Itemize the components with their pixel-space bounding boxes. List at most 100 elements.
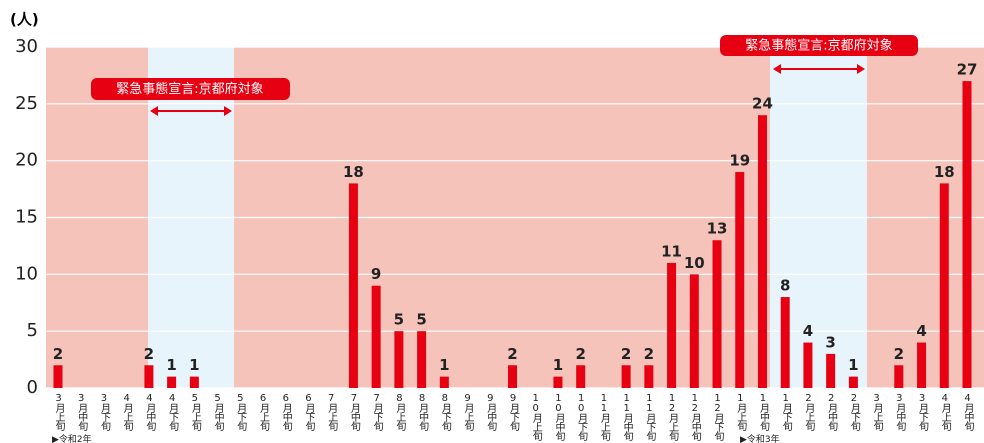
x-tick-label: 10月上旬 — [530, 393, 542, 440]
bar — [371, 285, 381, 388]
bar — [144, 365, 154, 388]
value-label: 2 — [507, 345, 517, 363]
value-label: 2 — [53, 345, 63, 363]
value-label: 8 — [780, 277, 790, 295]
x-tick-label: 10月中旬 — [552, 393, 564, 440]
x-tick-label: 8月上旬 — [393, 393, 405, 430]
value-label: 2 — [621, 345, 631, 363]
bar — [757, 115, 767, 388]
bar — [394, 331, 404, 388]
era-label: ▶令和3年 — [740, 435, 780, 443]
bar — [53, 365, 63, 388]
bar — [167, 376, 177, 388]
bar — [735, 172, 745, 388]
x-tick-label: 3月中旬 — [75, 393, 87, 430]
y-tick-label: 10 — [15, 263, 38, 284]
x-tick-label: 11月上旬 — [598, 393, 610, 440]
value-label: 4 — [803, 322, 813, 340]
value-label: 2 — [575, 345, 585, 363]
bar — [621, 365, 631, 388]
value-label: 10 — [684, 254, 705, 272]
bar — [939, 183, 949, 388]
value-label: 2 — [894, 345, 904, 363]
x-tick-label: 5月上旬 — [189, 393, 201, 430]
x-tick-label: 11月下旬 — [643, 393, 655, 440]
annotation-box — [91, 78, 290, 100]
bar — [439, 376, 449, 388]
x-tick-label: 3月中旬 — [893, 393, 905, 430]
x-tick-label: 5月下旬 — [234, 393, 246, 430]
x-tick-label: 11月中旬 — [621, 393, 633, 440]
bar — [780, 297, 790, 388]
annotation: 緊急事態宣言:京都府対象 — [116, 81, 263, 97]
bar — [826, 353, 836, 388]
x-tick-label: 3月上旬 — [871, 393, 883, 430]
value-label: 27 — [957, 61, 978, 79]
x-tick-label: 8月下旬 — [439, 393, 451, 430]
value-label: 1 — [553, 356, 563, 374]
x-tick-label: 4月上旬 — [121, 393, 133, 430]
bar — [348, 183, 358, 388]
value-label: 11 — [661, 242, 682, 260]
x-tick-label: 10月下旬 — [575, 393, 587, 440]
era-label: ▶令和2年 — [52, 435, 92, 443]
x-tick-label: 9月中旬 — [484, 393, 496, 430]
annotation-box — [720, 35, 918, 56]
bar — [917, 342, 927, 388]
bar — [644, 365, 654, 388]
bar — [848, 376, 858, 388]
bar — [553, 376, 563, 388]
value-label: 1 — [166, 356, 176, 374]
annotation: 緊急事態宣言:京都府対象 — [745, 38, 892, 54]
value-label: 1 — [848, 356, 858, 374]
y-tick-label: 25 — [15, 93, 38, 114]
x-tick-label: 4月中旬 — [143, 393, 155, 430]
x-tick-label: 7月下旬 — [371, 393, 383, 430]
bar — [667, 262, 677, 388]
x-tick-label: 6月下旬 — [302, 393, 314, 430]
bar — [803, 342, 813, 388]
x-tick-label: 2月上旬 — [802, 393, 814, 430]
value-label: 2 — [144, 345, 154, 363]
x-tick-label: 6月中旬 — [280, 393, 292, 430]
value-label: 4 — [916, 322, 926, 340]
value-label: 13 — [707, 220, 728, 238]
x-tick-label: 7月上旬 — [325, 393, 337, 430]
bar — [689, 274, 699, 388]
x-tick-label: 2月下旬 — [848, 393, 860, 430]
bar — [712, 240, 722, 388]
bar — [962, 81, 972, 388]
y-tick-label: 0 — [27, 377, 38, 398]
value-label: 5 — [416, 311, 426, 329]
x-tick-label: 3月下旬 — [916, 393, 928, 430]
y-tick-label: 30 — [15, 36, 38, 57]
x-tick-label: 1月下旬 — [780, 393, 792, 430]
x-tick-label: 4月中旬 — [962, 393, 973, 430]
y-tick-label: 20 — [15, 150, 38, 171]
value-label: 9 — [371, 265, 381, 283]
x-tick-label: 12月上旬 — [666, 393, 678, 440]
x-tick-label: 3月下旬 — [98, 393, 110, 430]
value-label: 19 — [729, 152, 750, 170]
value-label: 24 — [752, 95, 773, 113]
x-tick-label: 5月中旬 — [212, 393, 224, 430]
value-label: 1 — [439, 356, 449, 374]
bar — [417, 331, 427, 388]
value-label: 18 — [343, 163, 364, 181]
value-label: 18 — [934, 163, 955, 181]
bar — [576, 365, 586, 388]
bar — [508, 365, 517, 388]
x-tick-label: 6月上旬 — [257, 393, 269, 430]
x-tick-label: 4月下旬 — [166, 393, 178, 430]
x-tick-label: 3月上旬 — [53, 393, 64, 430]
y-tick-label: 15 — [15, 207, 38, 228]
x-tick-label: 2月中旬 — [825, 393, 837, 430]
x-tick-label: 1月上旬 — [734, 393, 746, 430]
x-tick-label: 1月中旬 — [757, 393, 769, 430]
x-tick-label: 9月下旬 — [507, 393, 519, 430]
y-tick-label: 5 — [27, 320, 38, 341]
x-tick-label: 4月上旬 — [939, 393, 951, 430]
x-tick-label: 9月上旬 — [462, 393, 474, 430]
x-tick-label: 12月中旬 — [689, 393, 701, 440]
